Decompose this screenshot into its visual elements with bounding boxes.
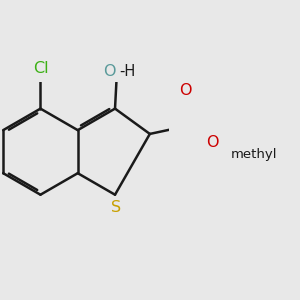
Text: methyl: methyl (230, 148, 277, 161)
Text: -H: -H (119, 64, 136, 79)
Text: O: O (206, 135, 219, 150)
Text: O: O (103, 64, 116, 79)
Text: O: O (179, 83, 192, 98)
Text: S: S (111, 200, 121, 215)
Text: Cl: Cl (33, 61, 48, 76)
